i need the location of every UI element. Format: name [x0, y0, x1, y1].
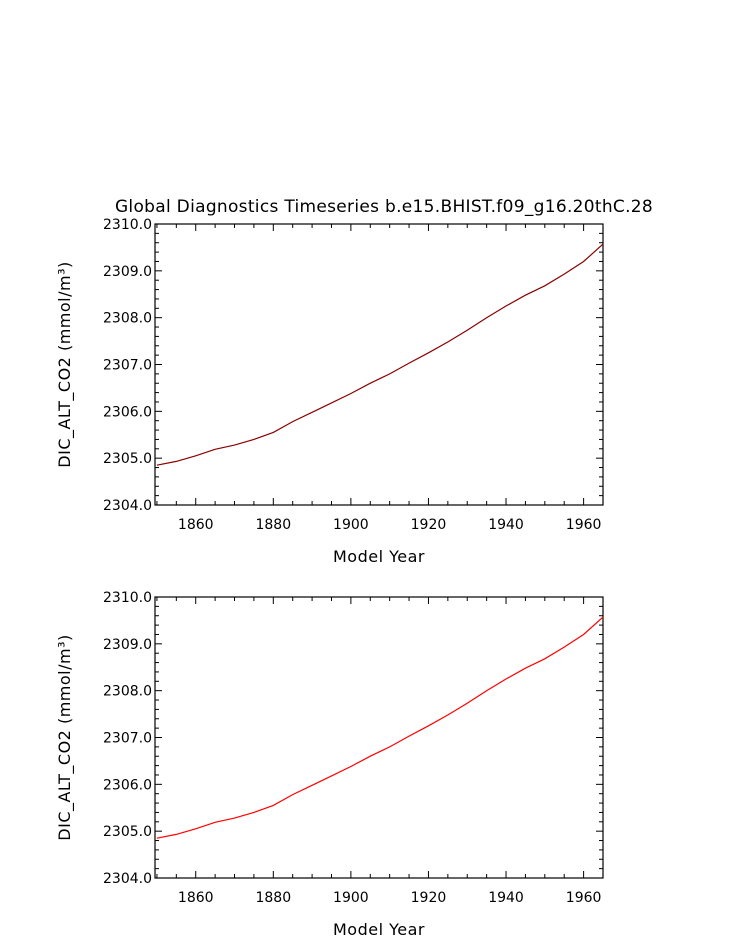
x-tick-label: 1940 [488, 890, 524, 906]
x-tick-label: 1960 [566, 890, 602, 906]
y-tick-label: 2306.0 [103, 404, 152, 420]
x-tick-label: 1880 [255, 890, 291, 906]
y-tick-label: 2304.0 [103, 498, 152, 514]
x-tick-label: 1960 [566, 517, 602, 533]
plot-frame [154, 223, 604, 506]
y-tick-label: 2304.0 [103, 871, 152, 887]
x-tick-label: 1860 [178, 890, 214, 906]
y-axis-label: DIC_ALT_CO2 (mmol/m³) [55, 634, 75, 840]
y-tick-label: 2308.0 [103, 311, 152, 327]
y-axis-label: DIC_ALT_CO2 (mmol/m³) [55, 261, 75, 467]
y-tick-label: 2308.0 [103, 684, 152, 700]
x-tick-label: 1920 [411, 890, 447, 906]
chart-title: Global Diagnostics Timeseries b.e15.BHIS… [115, 197, 653, 217]
timeseries-plot-top: 1860 1880 1900 1920 1940 1960 2304.0 2305.0 2306… [55, 217, 604, 566]
x-tick-label: 1900 [333, 517, 369, 533]
y-tick-label: 2309.0 [103, 264, 152, 280]
y-tick-label: 2307.0 [103, 358, 152, 374]
y-tick-label: 2310.0 [103, 217, 152, 233]
y-tick-label: 2310.0 [103, 590, 152, 606]
y-tick-label: 2306.0 [103, 777, 152, 793]
x-tick-label: 1940 [488, 517, 524, 533]
x-tick-label: 1900 [333, 890, 369, 906]
y-tick-label: 2307.0 [103, 731, 152, 747]
series-line [156, 616, 604, 839]
x-tick-label: 1880 [255, 517, 291, 533]
timeseries-plot-bottom: 1860 1880 1900 1920 1940 1960 2304.0 2305.0 2306… [55, 590, 604, 939]
y-tick-label: 2305.0 [103, 451, 152, 467]
x-axis-label: Model Year [333, 547, 425, 566]
series-line [156, 243, 604, 466]
plot-frame [154, 596, 604, 879]
x-tick-label: 1860 [178, 517, 214, 533]
x-axis-label: Model Year [333, 920, 425, 939]
x-tick-label: 1920 [411, 517, 447, 533]
y-tick-label: 2305.0 [103, 824, 152, 840]
y-tick-label: 2309.0 [103, 637, 152, 653]
